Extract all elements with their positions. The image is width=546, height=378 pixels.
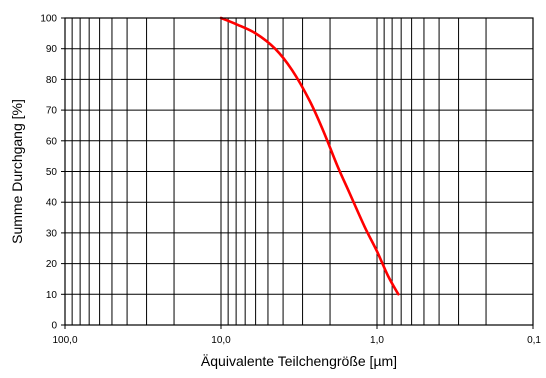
x-tick-label: 10,0: [211, 335, 231, 346]
y-tick-labels: 0 10 20 30 40 50 60 70 80 90 100: [40, 14, 57, 332]
plot-border: [64, 17, 534, 326]
y-tick-label: 60: [46, 136, 58, 147]
y-tick-label: 0: [51, 321, 57, 332]
y-tick-label: 90: [46, 44, 58, 55]
x-tick-label: 1,0: [370, 335, 384, 346]
plot-frame: [64, 17, 534, 326]
y-tick-label: 70: [46, 106, 58, 117]
y-tick-label: 10: [46, 290, 58, 301]
series-layer: [219, 16, 400, 296]
x-axis-title: Äquivalente Teilchengröße [µm]: [201, 353, 397, 369]
y-tick-label: 40: [46, 198, 58, 209]
x-tick-label: 100,0: [52, 335, 77, 346]
series-line-cumulative-passing: [219, 16, 400, 296]
y-tick-label: 50: [46, 167, 58, 178]
y-axis-title: Summe Durchgang [%]: [9, 99, 25, 244]
y-tick-label: 100: [40, 14, 57, 25]
y-tick-label: 30: [46, 228, 58, 239]
y-tick-label: 20: [46, 259, 58, 270]
y-tick-label: 80: [46, 75, 58, 86]
x-tick-labels: 100,0 10,0 1,0 0,1: [52, 335, 541, 346]
grid-lines: [61, 17, 534, 329]
x-tick-label: 0,1: [527, 335, 541, 346]
